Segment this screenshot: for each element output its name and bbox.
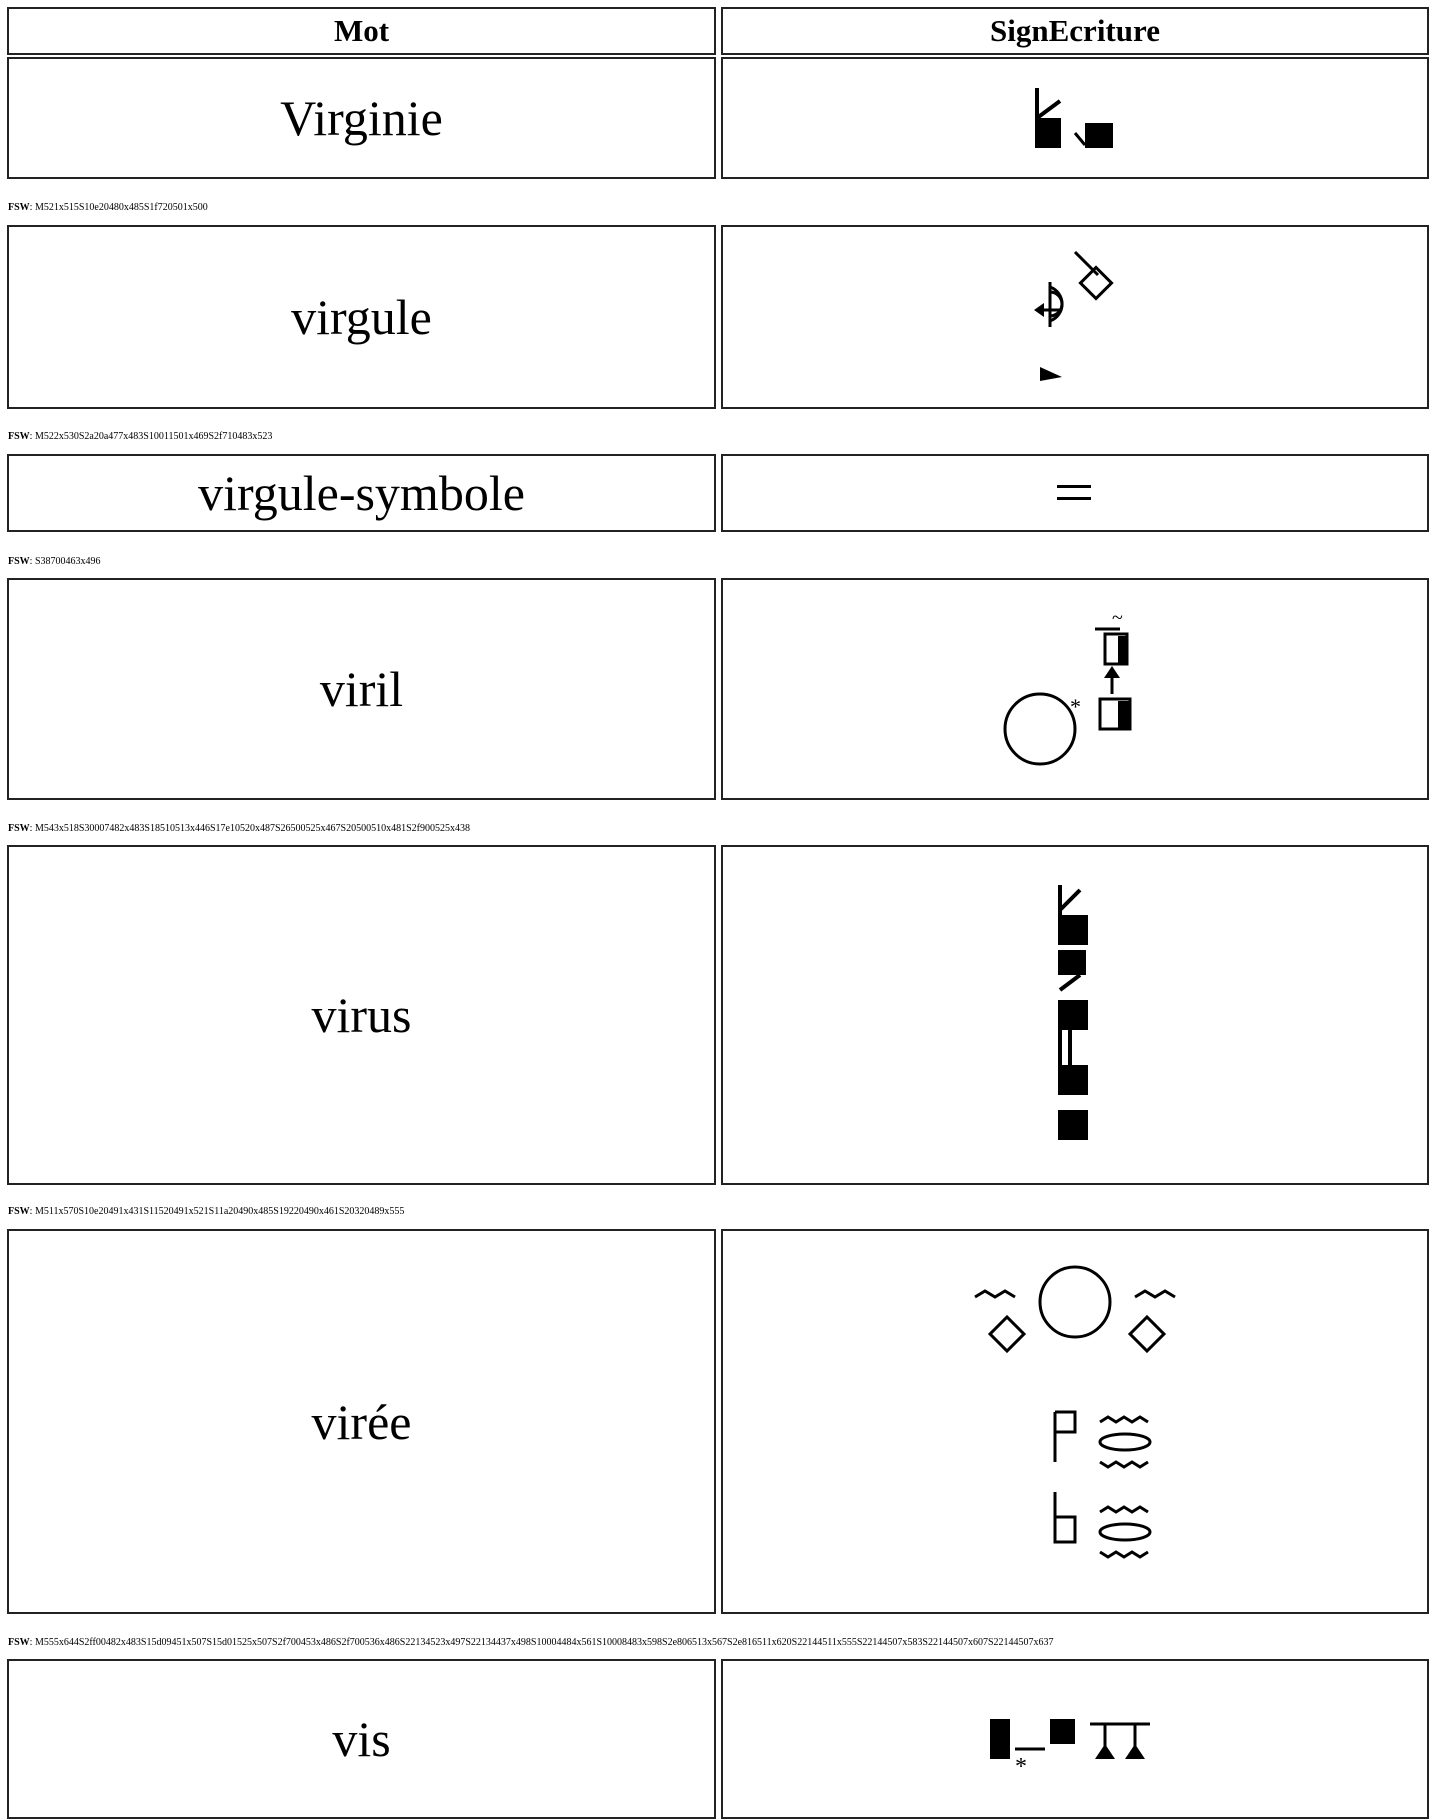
sign-glyph [1020,247,1130,387]
sign-cell [721,845,1429,1185]
fsw-line: FSW: S38700463x496 [8,556,101,567]
header-cell: Mot [7,7,716,55]
word: virée [311,1393,412,1450]
word: vis [332,1711,391,1767]
word: virus [311,987,412,1043]
sign-glyph [1055,481,1095,505]
fsw-code: : M555x644S2ff00482x483S15d09451x507S15d… [29,1637,1054,1648]
header-text: SignEcriture [990,13,1160,48]
fsw-label: FSW [8,431,30,442]
sign-glyph: ~ * [1000,604,1150,774]
svg-text:~: ~ [1112,607,1123,629]
word: viril [319,661,404,717]
sign-cell: * [721,1659,1429,1819]
fsw-label: FSW [8,1206,30,1217]
sign-glyph [1030,83,1120,153]
word-cell: viril [7,578,716,800]
fsw-label: FSW [8,202,30,213]
fsw-label: FSW [8,556,30,567]
fsw-label: FSW [8,1637,30,1648]
fsw-line: FSW: M522x530S2a20a477x483S10011501x469S… [8,431,272,442]
header-text: Mot [333,13,390,48]
fsw-label: FSW [8,823,30,834]
sign-cell [721,225,1429,409]
fsw-line: FSW: M511x570S10e20491x431S11520491x521S… [8,1206,404,1217]
word-cell: virée [7,1229,716,1614]
fsw-line: FSW: M521x515S10e20480x485S1f720501x500 [8,202,208,213]
sign-cell: ~ * [721,578,1429,800]
fsw-code: : M543x518S30007482x483S18510513x446S17e… [29,823,470,834]
svg-text:*: * [1015,1754,1027,1774]
word-cell: virgule-symbole [7,454,716,532]
svg-text:*: * [1070,694,1081,719]
word: virgule [291,289,432,345]
word: virgule-symbole [198,465,525,521]
header-cell: SignEcriture [721,7,1429,55]
sign-cell [721,1229,1429,1614]
sign-glyph: * [975,1704,1175,1774]
sign-glyph [1045,880,1105,1150]
fsw-code: : S38700463x496 [29,556,101,567]
fsw-code: : M511x570S10e20491x431S11520491x521S11a… [29,1206,405,1217]
fsw-line: FSW: M555x644S2ff00482x483S15d09451x507S… [8,1637,1054,1648]
word-cell: virgule [7,225,716,409]
word-cell: vis [7,1659,716,1819]
word: Virginie [280,90,443,146]
fsw-code: : M522x530S2a20a477x483S10011501x469S2f7… [29,431,273,442]
fsw-line: FSW: M543x518S30007482x483S18510513x446S… [8,823,470,834]
sign-cell [721,454,1429,532]
fsw-code: : M521x515S10e20480x485S1f720501x500 [29,202,208,213]
sign-glyph [955,1262,1195,1582]
word-cell: Virginie [7,57,716,179]
word-cell: virus [7,845,716,1185]
sign-cell [721,57,1429,179]
